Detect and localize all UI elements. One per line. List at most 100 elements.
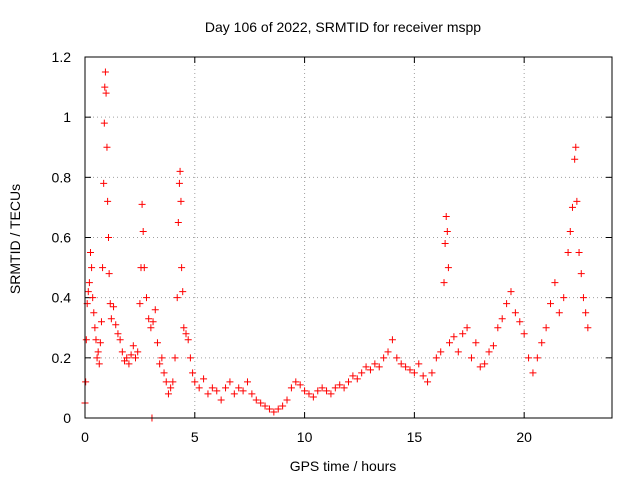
- data-point: [100, 119, 108, 127]
- data-point: [84, 288, 92, 296]
- data-point: [132, 354, 140, 362]
- data-point: [153, 339, 161, 347]
- data-point: [123, 354, 131, 362]
- data-point: [104, 234, 112, 241]
- data-point: [314, 387, 322, 395]
- y-tick-label: 0.4: [52, 290, 72, 306]
- data-point: [481, 360, 489, 368]
- data-point: [97, 318, 105, 326]
- data-point: [127, 351, 135, 359]
- data-point: [195, 384, 203, 392]
- x-tick-label: 15: [407, 429, 423, 445]
- data-point: [371, 360, 379, 368]
- data-point: [169, 378, 177, 386]
- data-point: [283, 396, 291, 404]
- data-point: [85, 279, 93, 287]
- data-point: [145, 315, 153, 323]
- grid: [85, 57, 612, 418]
- data-point: [472, 339, 480, 347]
- data-point: [252, 396, 260, 404]
- data-point: [175, 179, 183, 187]
- data-point: [103, 143, 111, 151]
- data-point: [547, 300, 555, 308]
- y-tick-label: 1.2: [52, 49, 72, 65]
- data-point: [88, 264, 96, 272]
- data-point: [494, 324, 502, 332]
- data-point: [358, 369, 366, 377]
- data-point: [406, 366, 414, 374]
- data-point: [296, 381, 304, 389]
- data-point: [584, 324, 592, 332]
- data-point: [340, 384, 348, 392]
- data-point: [571, 155, 579, 163]
- data-point: [432, 354, 440, 362]
- data-point: [200, 375, 208, 383]
- data-point: [327, 390, 335, 398]
- data-point: [147, 324, 155, 332]
- data-point: [173, 294, 181, 302]
- data-point: [116, 336, 124, 344]
- data-point: [380, 354, 388, 362]
- data-point: [174, 218, 182, 226]
- data-point: [450, 333, 458, 341]
- data-point: [568, 203, 576, 211]
- data-point: [336, 381, 344, 389]
- data-point: [441, 240, 449, 248]
- data-point: [94, 348, 102, 356]
- data-point: [118, 348, 126, 356]
- data-point: [265, 405, 273, 413]
- plot-frame: [84, 56, 613, 419]
- data-point: [555, 309, 563, 317]
- data-point: [151, 306, 159, 314]
- data-point: [444, 264, 452, 272]
- data-point: [164, 390, 172, 398]
- data-point: [110, 303, 118, 311]
- data-point: [551, 279, 559, 287]
- data-point: [96, 339, 104, 347]
- data-point: [89, 294, 97, 302]
- data-point: [274, 405, 282, 413]
- data-point: [213, 387, 221, 395]
- data-point: [437, 348, 445, 356]
- data-point: [105, 270, 113, 278]
- data-point: [139, 227, 147, 235]
- data-point: [301, 387, 309, 395]
- data-point: [476, 363, 484, 371]
- data-point: [516, 318, 524, 326]
- data-point: [178, 264, 186, 272]
- data-point: [375, 363, 383, 371]
- data-point: [90, 309, 98, 317]
- data-point: [529, 369, 537, 377]
- data-point: [217, 396, 225, 404]
- y-tick-label: 0: [63, 410, 71, 426]
- data-point: [125, 360, 133, 368]
- data-point: [520, 330, 528, 338]
- data-point: [424, 378, 432, 386]
- data-point: [160, 369, 168, 377]
- data-point: [577, 270, 585, 278]
- data-point: [564, 249, 572, 257]
- data-point: [349, 372, 357, 380]
- data-point: [182, 330, 190, 338]
- data-point: [156, 360, 164, 368]
- data-point: [86, 249, 94, 257]
- data-point: [582, 309, 590, 317]
- data-point: [489, 342, 497, 350]
- data-point: [428, 369, 436, 377]
- data-point: [179, 288, 187, 296]
- data-point: [100, 179, 108, 187]
- data-point: [107, 315, 115, 323]
- axis-ticks: 0 5 10 15 20 0 0.2 0.4 0.6 0.8 1 1.2: [52, 49, 612, 445]
- data-point: [507, 288, 515, 296]
- data-point: [331, 384, 339, 392]
- data-point: [560, 294, 568, 302]
- data-point: [573, 197, 581, 205]
- data-point: [158, 354, 166, 362]
- data-point: [467, 354, 475, 362]
- data-point: [579, 294, 587, 302]
- data-point: [167, 384, 175, 392]
- y-tick-label: 0.8: [52, 169, 72, 185]
- data-point: [261, 402, 269, 410]
- data-point: [345, 378, 352, 386]
- data-point: [191, 378, 199, 386]
